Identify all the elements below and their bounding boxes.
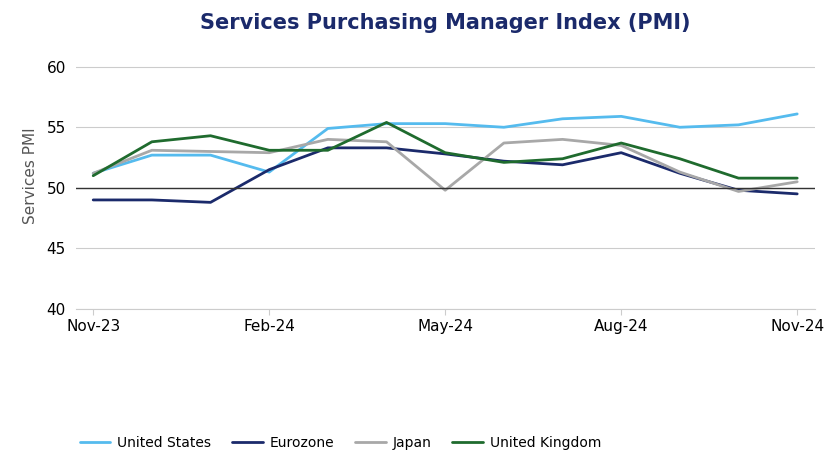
Eurozone <box>323 145 333 151</box>
Eurozone <box>440 151 450 157</box>
Line: United States: United States <box>93 114 797 173</box>
Japan <box>323 136 333 142</box>
United States <box>558 116 568 122</box>
Japan <box>147 147 157 153</box>
Japan <box>88 170 98 176</box>
Eurozone <box>381 145 391 151</box>
Eurozone <box>558 162 568 168</box>
United Kingdom <box>675 156 685 161</box>
United States <box>88 170 98 176</box>
Japan <box>675 169 685 175</box>
Y-axis label: Services PMI: Services PMI <box>24 127 38 224</box>
Japan <box>440 187 450 193</box>
United States <box>440 121 450 126</box>
United States <box>617 114 627 119</box>
Japan <box>206 149 216 154</box>
Eurozone <box>499 158 509 164</box>
United States <box>733 122 743 127</box>
Legend: United States, Eurozone, Japan, United Kingdom: United States, Eurozone, Japan, United K… <box>74 430 606 455</box>
Eurozone <box>264 167 274 172</box>
United States <box>147 152 157 158</box>
Japan <box>264 150 274 156</box>
Eurozone <box>88 197 98 203</box>
Line: United Kingdom: United Kingdom <box>93 122 797 178</box>
Line: Japan: Japan <box>93 139 797 192</box>
United States <box>206 152 216 158</box>
Japan <box>558 136 568 142</box>
Japan <box>381 139 391 144</box>
Line: Eurozone: Eurozone <box>93 148 797 202</box>
Japan <box>617 143 627 148</box>
United Kingdom <box>733 175 743 181</box>
United States <box>381 121 391 126</box>
United States <box>264 169 274 175</box>
Eurozone <box>733 187 743 193</box>
United Kingdom <box>792 175 802 181</box>
United States <box>499 125 509 130</box>
United Kingdom <box>264 147 274 153</box>
Eurozone <box>675 170 685 176</box>
United Kingdom <box>617 140 627 146</box>
United Kingdom <box>323 147 333 153</box>
United States <box>675 125 685 130</box>
Japan <box>499 140 509 146</box>
Eurozone <box>147 197 157 203</box>
Title: Services Purchasing Manager Index (PMI): Services Purchasing Manager Index (PMI) <box>200 13 690 33</box>
United Kingdom <box>440 150 450 156</box>
Japan <box>733 189 743 194</box>
United Kingdom <box>88 173 98 178</box>
Eurozone <box>206 200 216 205</box>
United Kingdom <box>381 119 391 125</box>
Eurozone <box>792 191 802 197</box>
United Kingdom <box>206 133 216 139</box>
United States <box>792 111 802 117</box>
Eurozone <box>617 150 627 156</box>
United Kingdom <box>147 139 157 144</box>
United Kingdom <box>499 160 509 165</box>
Japan <box>792 179 802 185</box>
United States <box>323 126 333 131</box>
United Kingdom <box>558 156 568 161</box>
